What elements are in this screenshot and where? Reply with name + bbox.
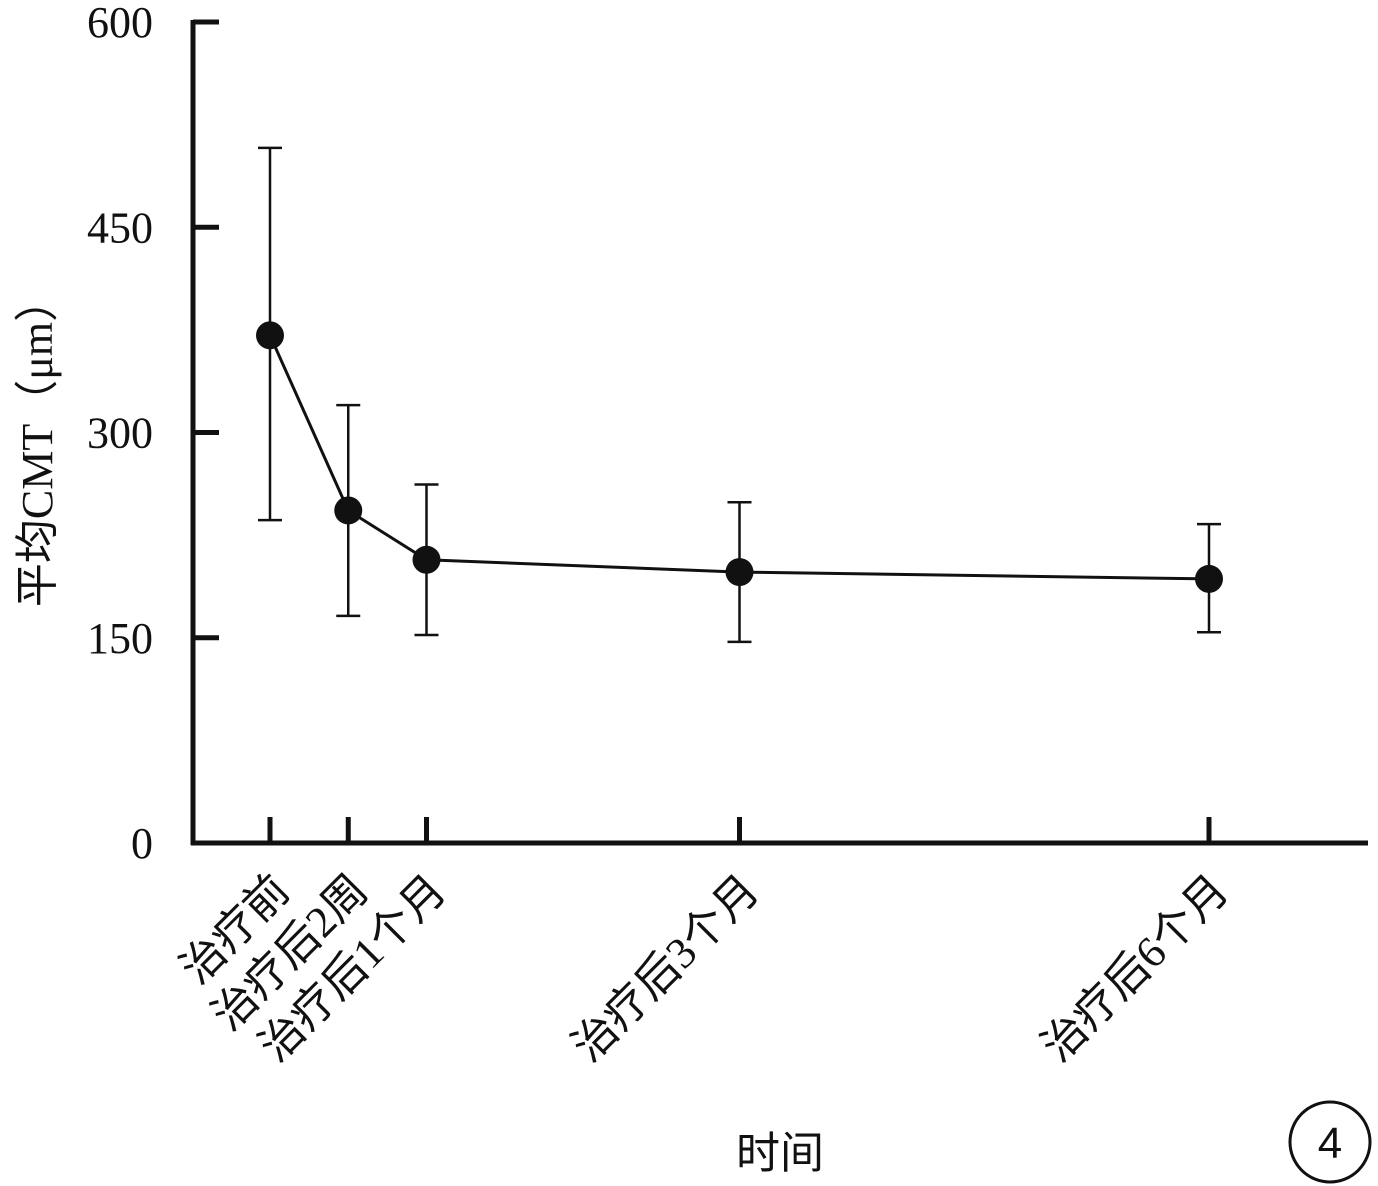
y-tick-label: 0	[131, 819, 153, 868]
y-axis-label: 平均CMT（μm）	[13, 278, 62, 607]
y-tick-label: 150	[87, 614, 153, 663]
x-tick-label: 治疗后6个月	[1032, 865, 1238, 1071]
data-point	[725, 558, 754, 587]
panel-number-badge: 4	[1288, 1100, 1372, 1184]
data-point	[334, 496, 363, 525]
y-tick-label: 300	[87, 409, 153, 458]
x-axis-label: 时间	[736, 1129, 824, 1178]
data-point	[1195, 564, 1223, 593]
data-points	[256, 321, 1223, 593]
y-ticks: 0 150 300 450 600	[87, 0, 219, 868]
x-tick-label: 治疗后3个月	[563, 865, 769, 1071]
y-tick-label: 600	[87, 0, 153, 47]
y-tick-label: 450	[87, 203, 153, 252]
panel-number: 4	[1318, 1119, 1342, 1168]
data-point	[412, 545, 441, 574]
data-point	[256, 321, 284, 350]
axes	[190, 20, 1368, 846]
